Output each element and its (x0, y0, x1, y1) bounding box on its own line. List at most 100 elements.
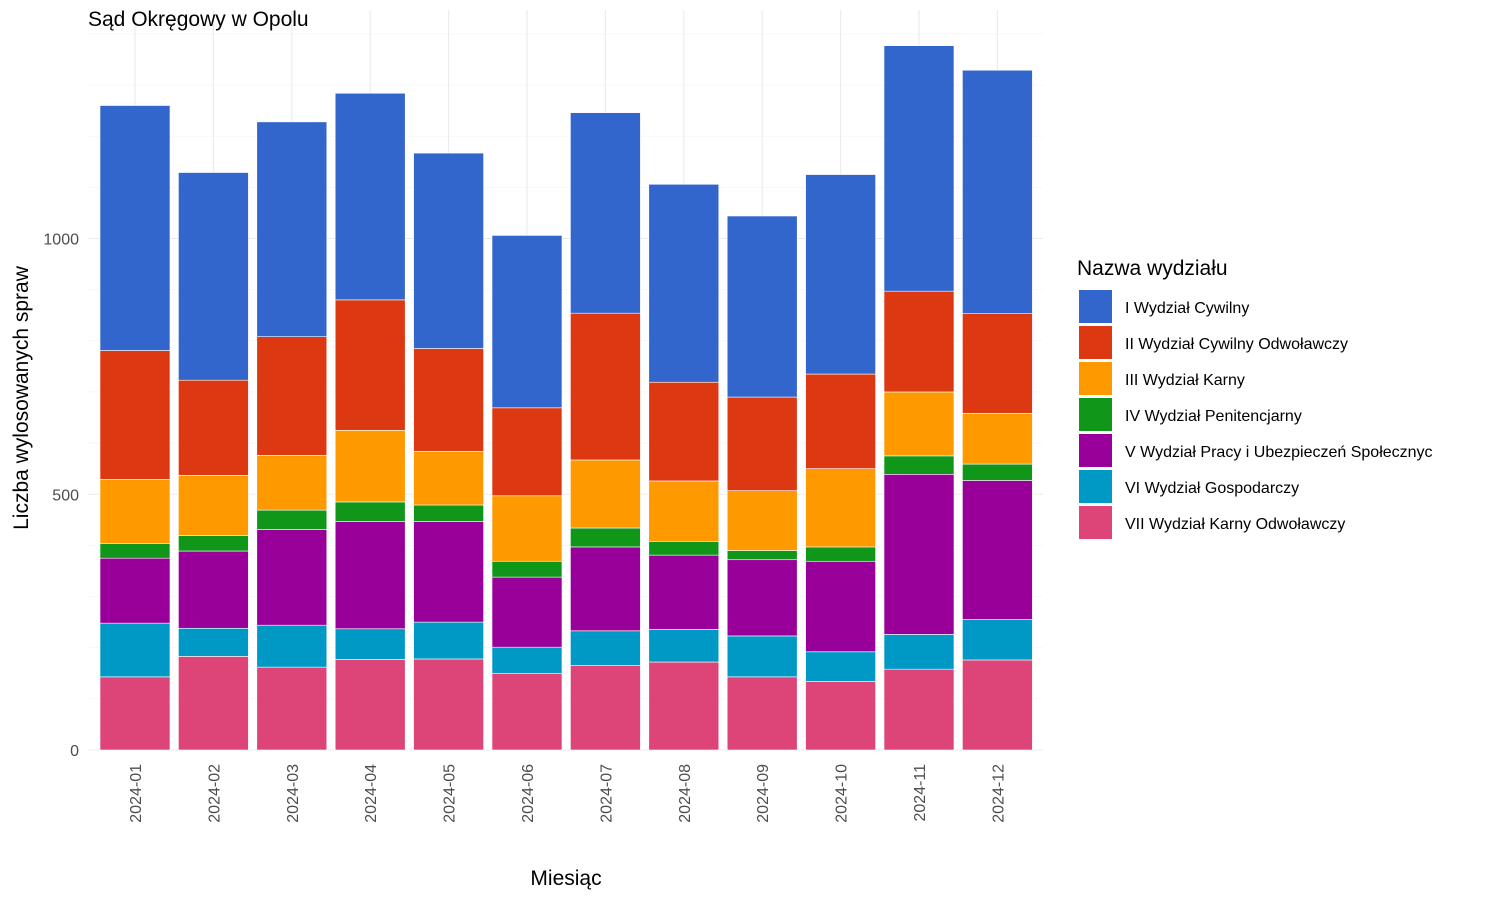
x-tick-label: 2024-06 (520, 764, 537, 823)
bar-segment (413, 152, 484, 349)
bar-segment (570, 546, 641, 632)
bar-segment (648, 554, 720, 630)
bar-segment (413, 521, 484, 623)
bar-stack-2024-06 (491, 235, 563, 751)
bar-segment (178, 475, 249, 536)
bar-stack-2024-03 (256, 121, 328, 751)
x-tick-label: 2024-11 (912, 764, 929, 822)
bar-segment (99, 543, 171, 559)
x-tick-label: 2024-12 (990, 764, 1007, 823)
legend-item: I Wydział Cywilny (1079, 290, 1249, 323)
legend-swatch (1079, 398, 1112, 431)
bar-stack-2024-05 (413, 152, 484, 751)
bar-segment (178, 656, 249, 751)
bar-segment (805, 468, 876, 548)
bar-segment (334, 501, 406, 522)
bar-stack-2024-08 (648, 183, 720, 751)
legend-label: II Wydział Cywilny Odwoławczy (1125, 336, 1348, 353)
bar-segment (962, 313, 1033, 414)
bar-segment (805, 174, 876, 375)
bar-segment (413, 504, 484, 522)
bar-segment (99, 105, 171, 351)
bar-segment (648, 381, 720, 482)
bar-segment (334, 430, 406, 503)
bar-segment (883, 634, 955, 670)
chart-title: Sąd Okręgowy w Opolu (88, 8, 309, 31)
y-tick-label: 0 (70, 743, 79, 760)
bar-segment (883, 474, 955, 635)
bar-segment (726, 490, 798, 551)
x-tick-label: 2024-02 (206, 764, 223, 823)
legend-items: I Wydział Cywilny II Wydział Cywilny Odwo… (1079, 290, 1433, 539)
x-tick-label: 2024-07 (598, 764, 615, 823)
legend-title: Nazwa wydziału (1077, 257, 1228, 280)
bar-segment (491, 672, 563, 751)
bar-segment (570, 630, 641, 666)
bar-segment (178, 550, 249, 629)
bar-segment (99, 676, 171, 751)
bar-segment (334, 521, 406, 630)
bar-segment (570, 312, 641, 461)
bar-segment (962, 463, 1033, 481)
bar-segment (648, 480, 720, 542)
bar-segment (491, 235, 563, 409)
legend: Nazwa wydziału I Wydział Cywilny II Wydzi… (1077, 257, 1433, 539)
bar-segment (413, 450, 484, 506)
x-tick-label: 2024-10 (834, 764, 851, 823)
bar-segment (805, 546, 876, 562)
bar-segment (883, 455, 955, 475)
legend-item: VII Wydział Karny Odwoławczy (1079, 506, 1345, 539)
bar-segment (99, 479, 171, 544)
legend-swatch (1079, 290, 1112, 323)
bar-stack-2024-07 (570, 112, 641, 751)
bar-segment (648, 183, 720, 383)
legend-swatch (1079, 326, 1112, 359)
bar-segment (805, 651, 876, 682)
x-tick-label: 2024-04 (363, 764, 380, 823)
bar-segment (805, 373, 876, 469)
bar-segment (491, 407, 563, 497)
legend-swatch (1079, 362, 1112, 395)
bar-segment (962, 480, 1033, 620)
x-tick-label: 2024-08 (677, 764, 694, 823)
legend-item: III Wydział Karny (1079, 362, 1245, 395)
legend-label: III Wydział Karny (1125, 372, 1245, 389)
legend-item: VI Wydział Gospodarczy (1079, 470, 1299, 503)
x-tick-label: 2024-09 (755, 764, 772, 823)
bar-segment (883, 45, 955, 292)
legend-label: V Wydział Pracy i Ubezpieczeń Społecznyc (1125, 444, 1433, 461)
bar-segment (648, 628, 720, 663)
legend-label: VI Wydział Gospodarczy (1125, 480, 1299, 497)
bar-segment (648, 661, 720, 751)
bar-segment (413, 621, 484, 660)
bar-segment (726, 550, 798, 561)
bar-segment (334, 659, 406, 751)
bar-segment (962, 659, 1033, 751)
legend-item: V Wydział Pracy i Ubezpieczeń Społecznyc (1079, 434, 1433, 467)
x-tick-label: 2024-01 (128, 764, 145, 823)
bar-segment (962, 413, 1033, 465)
bars-layer (99, 45, 1033, 751)
bar-segment (256, 529, 328, 626)
bar-segment (570, 527, 641, 548)
bar-segment (256, 455, 328, 511)
bar-stack-2024-04 (334, 92, 406, 751)
bar-segment (962, 69, 1033, 314)
bar-segment (178, 379, 249, 476)
bar-segment (962, 619, 1033, 661)
legend-swatch (1079, 470, 1112, 503)
bar-segment (726, 215, 798, 398)
bar-segment (99, 557, 171, 624)
bar-segment (726, 635, 798, 678)
bar-stack-2024-12 (962, 69, 1033, 751)
bar-segment (256, 336, 328, 456)
bar-segment (726, 676, 798, 751)
legend-label: I Wydział Cywilny (1125, 300, 1249, 317)
legend-item: II Wydział Cywilny Odwoławczy (1079, 326, 1348, 359)
bar-segment (491, 576, 563, 648)
x-axis-ticks: 2024-01 2024-02 2024-03 2024-04 2024-05 2024-… (128, 764, 1007, 823)
bar-segment (178, 172, 249, 381)
bar-segment (883, 290, 955, 393)
x-tick-label: 2024-03 (285, 764, 302, 823)
bar-segment (491, 646, 563, 674)
